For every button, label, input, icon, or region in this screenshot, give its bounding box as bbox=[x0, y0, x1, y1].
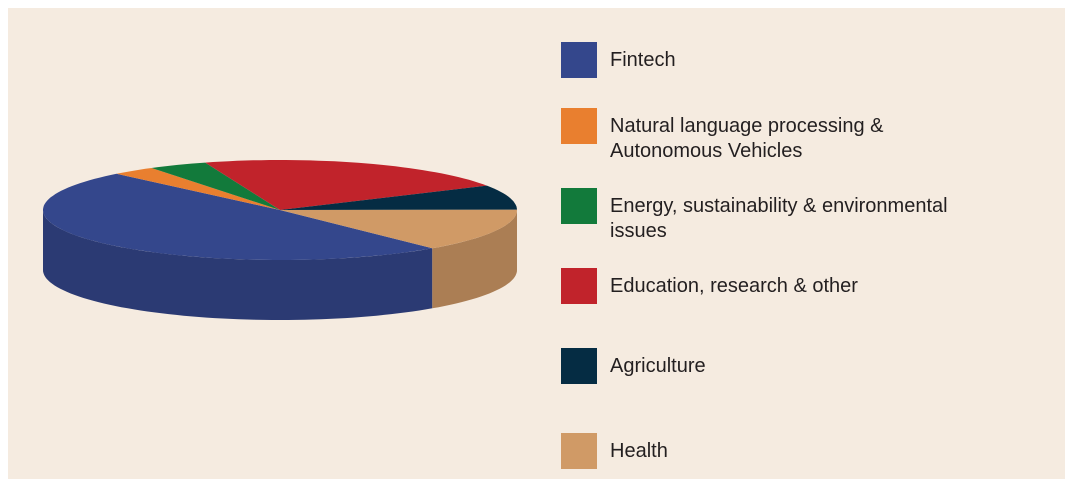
legend-label: Fintech bbox=[610, 49, 676, 71]
pie-slice-side bbox=[43, 210, 433, 320]
legend-label: Education, research & other bbox=[610, 275, 858, 297]
legend-item: Agriculture bbox=[561, 348, 1050, 384]
legend-swatch bbox=[561, 42, 597, 78]
legend-label: Natural language processing & Autonomous… bbox=[610, 115, 884, 162]
legend-label: Agriculture bbox=[610, 355, 706, 377]
legend-swatch bbox=[561, 433, 597, 469]
legend-swatch bbox=[561, 108, 597, 144]
pie-slice bbox=[280, 185, 517, 210]
pie-chart bbox=[43, 160, 517, 320]
legend-label: Health bbox=[610, 440, 668, 462]
legend-swatch bbox=[561, 268, 597, 304]
pie-slice-side bbox=[432, 210, 517, 309]
pie-slice bbox=[43, 173, 433, 260]
legend-item: Fintech bbox=[561, 42, 1050, 78]
pie-slice bbox=[280, 209, 517, 249]
legend-item: Education, research & other bbox=[561, 268, 1050, 304]
pie-slice bbox=[116, 168, 280, 210]
pie-slice bbox=[151, 162, 280, 210]
legend-swatch bbox=[561, 348, 597, 384]
legend-label: Energy, sustainability & environmental i… bbox=[610, 195, 948, 242]
legend-swatch bbox=[561, 188, 597, 224]
legend-item: Energy, sustainability & environmental i… bbox=[561, 188, 1050, 244]
chart-panel: Fintech Natural language processing & Aut… bbox=[8, 8, 1065, 479]
pie-slice bbox=[205, 160, 487, 210]
legend-item: Natural language processing & Autonomous… bbox=[561, 108, 1050, 164]
legend-item: Health bbox=[561, 433, 1050, 469]
